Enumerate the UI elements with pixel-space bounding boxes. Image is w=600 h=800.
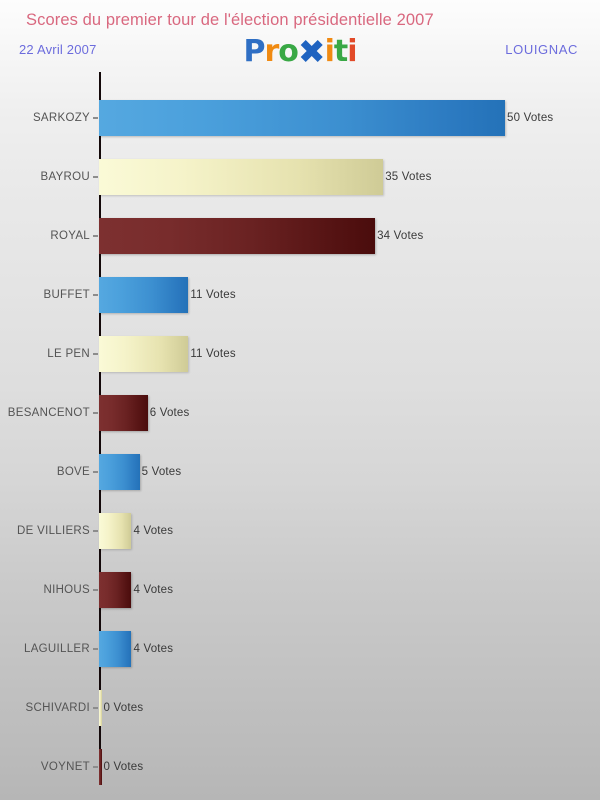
chart-row: BESANCENOT 6 Votes [0,383,600,442]
chart-row: NIHOUS 4 Votes [0,560,600,619]
axis-tick [93,293,98,296]
bar-besancenot[interactable] [99,394,148,431]
bar-schivardi[interactable] [99,689,102,726]
logo-letter-6: t [333,34,348,69]
axis-tick [93,411,98,414]
logo-letter-3: o [278,34,299,69]
value-label-laguiller: 4 Votes [133,642,174,655]
election-date: 22 Avril 2007 [19,42,97,57]
value-label-de-villiers: 4 Votes [133,524,174,537]
value-label-le-pen: 11 Votes [190,347,236,360]
category-label-schivardi: SCHIVARDI [25,701,90,714]
bar-de-villiers[interactable] [99,512,132,549]
page-title: Scores du premier tour de l'élection pré… [26,11,434,29]
value-label-nihous: 4 Votes [133,583,174,596]
category-label-bayrou: BAYROU [40,170,90,183]
axis-tick [93,116,98,119]
category-label-nihous: NIHOUS [43,583,90,596]
category-label-buffet: BUFFET [43,288,90,301]
chart-row: LE PEN 11 Votes [0,324,600,383]
chart-header: Scores du premier tour de l'élection pré… [0,0,600,72]
logo-letter-5: i [324,34,335,69]
chart-row: VOYNET 0 Votes [0,737,600,796]
logo-letter-7: i [347,34,357,69]
logo-letter-1: P [243,34,265,69]
bar-laguiller[interactable] [99,630,132,667]
chart-row: ROYAL 34 Votes [0,206,600,265]
chart-row: BUFFET 11 Votes [0,265,600,324]
value-label-besancenot: 6 Votes [149,406,190,419]
value-label-royal: 34 Votes [377,229,424,242]
axis-tick [93,529,98,532]
bar-voynet[interactable] [99,748,102,785]
axis-tick [93,175,98,178]
logo-letter-2: r [264,34,279,69]
bar-buffet[interactable] [99,276,189,313]
chart-row: SCHIVARDI 0 Votes [0,678,600,737]
axis-tick [93,588,98,591]
proxiti-logo: Pro✖iti [0,34,600,68]
value-label-schivardi: 0 Votes [103,701,144,714]
bar-nihous[interactable] [99,571,132,608]
chart-plot-area: SARKOZY 50 Votes BAYROU 35 Votes ROYAL 34 Vot… [0,72,600,800]
bar-royal[interactable] [99,217,376,254]
bar-sarkozy[interactable] [99,99,505,136]
value-label-voynet: 0 Votes [103,760,144,773]
chart-row: BOVE 5 Votes [0,442,600,501]
bar-bove[interactable] [99,453,140,490]
category-label-sarkozy: SARKOZY [32,111,90,124]
logo-letter-4: ✖ [297,32,326,71]
value-label-bayrou: 35 Votes [385,170,432,183]
chart-row: DE VILLIERS 4 Votes [0,501,600,560]
bar-bayrou[interactable] [99,158,384,195]
commune-name: LOUIGNAC [505,42,578,57]
category-label-besancenot: BESANCENOT [7,406,90,419]
chart-row: BAYROU 35 Votes [0,147,600,206]
value-label-buffet: 11 Votes [190,288,236,301]
bar-le-pen[interactable] [99,335,189,372]
axis-tick [93,234,98,237]
axis-tick [93,647,98,650]
category-label-de-villiers: DE VILLIERS [17,524,90,537]
value-label-sarkozy: 50 Votes [507,111,554,124]
category-label-voynet: VOYNET [40,760,90,773]
axis-tick [93,706,98,709]
axis-tick [93,765,98,768]
value-label-bove: 5 Votes [141,465,182,478]
category-label-bove: BOVE [56,465,90,478]
axis-tick [93,470,98,473]
chart-row: LAGUILLER 4 Votes [0,619,600,678]
chart-row: SARKOZY 50 Votes [0,88,600,147]
category-label-le-pen: LE PEN [47,347,90,360]
axis-tick [93,352,98,355]
category-label-laguiller: LAGUILLER [24,642,90,655]
category-label-royal: ROYAL [50,229,90,242]
